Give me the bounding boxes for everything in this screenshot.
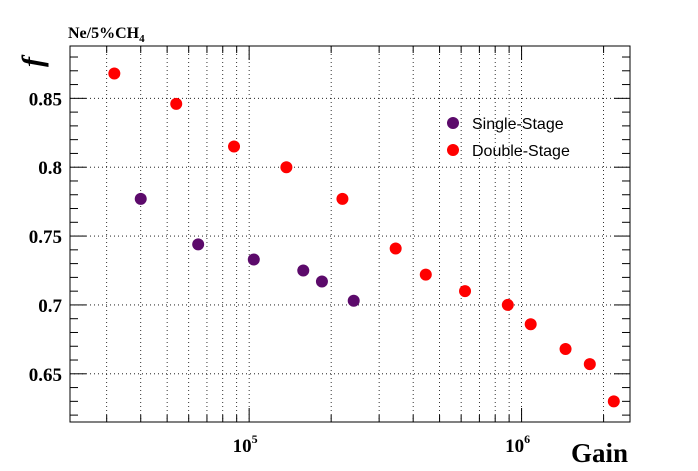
y-tick-label: 0.7 (38, 296, 62, 317)
point-single-stage (297, 264, 310, 277)
chart-title-subscript: 4 (139, 33, 145, 45)
point-double-stage (336, 192, 349, 205)
x-tick-label: 106 (505, 432, 530, 457)
x-axis-label: Gain (571, 438, 628, 468)
y-tick-label: 0.85 (29, 89, 62, 110)
y-tick-label: 0.75 (29, 227, 62, 248)
point-double-stage (108, 67, 121, 80)
point-single-stage (134, 192, 147, 205)
point-double-stage (389, 242, 402, 255)
y-tick-label: 0.65 (29, 365, 62, 386)
point-double-stage (524, 318, 537, 331)
point-double-stage (170, 97, 183, 110)
axis-ticks (70, 46, 630, 422)
point-double-stage (419, 268, 432, 281)
x-tick-label-base: 10 (505, 436, 524, 457)
point-single-stage (192, 238, 205, 251)
data-points (108, 67, 620, 408)
point-double-stage (280, 161, 293, 174)
point-double-stage (501, 298, 514, 311)
x-tick-label: 105 (233, 432, 258, 457)
chart-title: Ne/5%CH4 (68, 25, 145, 45)
point-double-stage (228, 140, 241, 153)
point-single-stage (315, 275, 328, 288)
point-double-stage (583, 358, 596, 371)
legend-marker-double-stage (447, 144, 459, 156)
x-tick-label-exponent: 6 (524, 432, 530, 446)
point-single-stage (247, 253, 260, 266)
y-axis-label: f (16, 54, 49, 67)
legend-label-single-stage: Single-Stage (472, 116, 564, 133)
x-tick-label-exponent: 5 (252, 432, 258, 446)
legend: Single-Stage Double-Stage (447, 116, 570, 160)
plot-frame (69, 45, 631, 423)
point-single-stage (347, 294, 360, 307)
point-double-stage (607, 395, 620, 408)
y-tick-label: 0.8 (38, 158, 62, 179)
chart-title-main: Ne/5%CH (68, 25, 140, 42)
legend-label-double-stage: Double-Stage (472, 143, 570, 160)
point-double-stage (459, 285, 472, 298)
legend-marker-single-stage (447, 117, 459, 129)
x-tick-label-base: 10 (233, 436, 252, 457)
point-double-stage (559, 343, 572, 356)
